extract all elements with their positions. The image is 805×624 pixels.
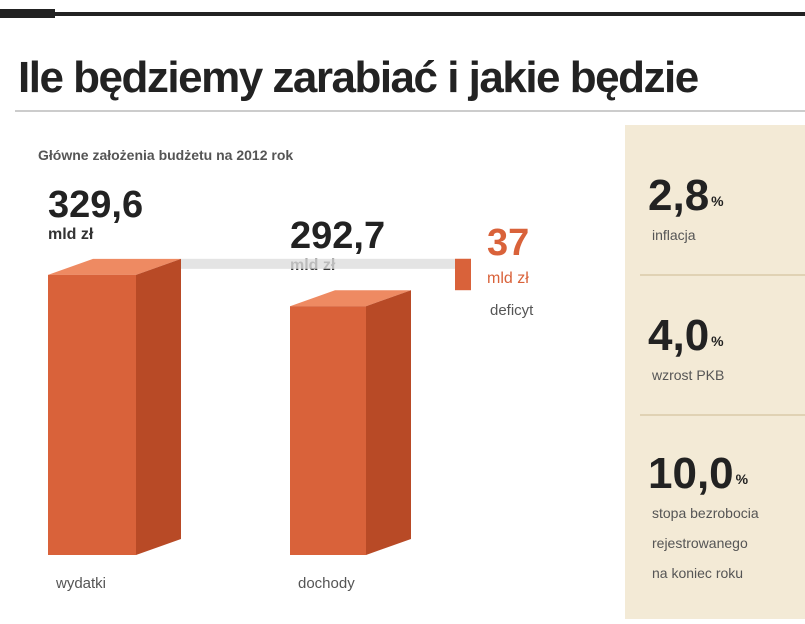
bar bbox=[48, 274, 136, 555]
stat-unit: % bbox=[711, 193, 724, 209]
stat-label: inflacja bbox=[652, 227, 696, 243]
deficit-bar bbox=[455, 258, 471, 291]
stat-value: 2,8 bbox=[648, 171, 709, 220]
stats-panel bbox=[625, 125, 805, 619]
stat-value: 10,0 bbox=[648, 449, 734, 498]
stat-label: wzrost PKB bbox=[651, 367, 724, 383]
bar-top bbox=[48, 258, 181, 275]
stat-label: rejestrowanego bbox=[652, 535, 748, 551]
top-rule bbox=[0, 12, 805, 16]
bar bbox=[290, 306, 366, 555]
stat-value: 4,0 bbox=[648, 311, 709, 360]
deficit-label: deficyt bbox=[490, 302, 534, 319]
value-label: 292,7 bbox=[290, 215, 385, 257]
bar-side bbox=[366, 290, 411, 555]
unit-label: mld zł bbox=[48, 226, 94, 243]
stat-label: stopa bezrobocia bbox=[652, 505, 759, 521]
gap-band bbox=[181, 258, 455, 269]
bar-side bbox=[136, 258, 181, 555]
deficit-unit: mld zł bbox=[487, 270, 529, 287]
bar-top bbox=[290, 290, 411, 307]
stats: 2,8 % inflacja 4,0 % wzrost PKB 10,0 % stopa bez… bbox=[648, 171, 759, 581]
title: Ile będziemy zarabiać i jakie będzie bbox=[18, 53, 698, 102]
stat-unit: % bbox=[736, 471, 749, 487]
category-label: dochody bbox=[298, 575, 355, 592]
stat-unit: % bbox=[711, 333, 724, 349]
title-rule bbox=[15, 110, 805, 112]
value-label: 329,6 bbox=[48, 184, 143, 226]
top-rule-accent bbox=[0, 9, 55, 18]
stat-label: na koniec roku bbox=[652, 565, 743, 581]
deficit-value: 37 bbox=[487, 222, 529, 264]
subtitle: Główne założenia budżetu na 2012 rok bbox=[38, 147, 293, 163]
category-label: wydatki bbox=[55, 575, 106, 592]
